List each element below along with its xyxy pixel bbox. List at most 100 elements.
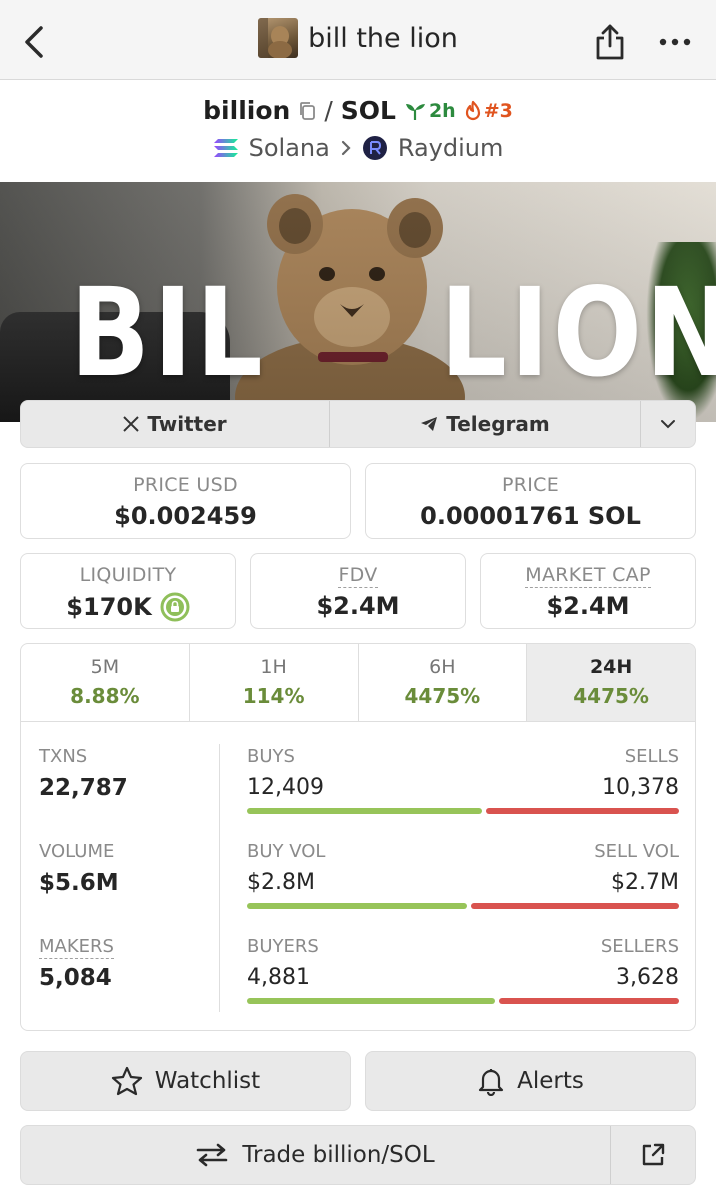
fdv-label[interactable]: FDV bbox=[338, 564, 378, 588]
lion-cub-illustration bbox=[235, 194, 465, 422]
buy-volume-bar-fill bbox=[247, 903, 467, 909]
page-title: bill the lion bbox=[308, 22, 458, 54]
txns-label: TXNS bbox=[39, 746, 88, 767]
tab-label: 5M bbox=[90, 656, 120, 678]
buy-bar-fill bbox=[247, 808, 483, 814]
pair-separator: / bbox=[324, 96, 333, 125]
x-logo-icon bbox=[123, 416, 140, 432]
sellers-label: SELLERS bbox=[600, 936, 679, 957]
market-cap-card: MARKET CAP $2.4M bbox=[480, 553, 696, 629]
price-sol-card: PRICE 0.00001761 SOL bbox=[365, 463, 696, 539]
copy-icon[interactable] bbox=[298, 101, 316, 121]
tab-change: 114% bbox=[242, 684, 305, 708]
txns-metric: TXNS 22,787 bbox=[39, 746, 128, 801]
makers-metric: MAKERS 5,084 bbox=[39, 936, 114, 991]
sell-bar-fill bbox=[486, 808, 679, 814]
pair-age: 2h bbox=[428, 99, 456, 122]
buyers-bar-fill bbox=[247, 998, 495, 1004]
liquidity-card: LIQUIDITY $170K bbox=[20, 553, 236, 629]
stats-divider bbox=[219, 744, 220, 1012]
tab-1h[interactable]: 1H 114% bbox=[190, 644, 359, 721]
back-button[interactable] bbox=[16, 22, 52, 62]
price-sol-value: 0.00001761 SOL bbox=[420, 502, 641, 530]
telegram-icon bbox=[421, 417, 438, 431]
tab-label: 24H bbox=[589, 656, 633, 678]
token-title: bill the lion bbox=[0, 18, 716, 58]
makers-value: 5,084 bbox=[39, 965, 112, 991]
sells-label: SELLS bbox=[624, 746, 679, 767]
tab-6h[interactable]: 6H 4475% bbox=[359, 644, 528, 721]
share-button[interactable] bbox=[592, 22, 628, 62]
price-sol-label: PRICE bbox=[501, 474, 560, 496]
volume-label: VOLUME bbox=[39, 841, 115, 862]
swap-arrows-icon bbox=[197, 1143, 228, 1167]
buy-volume-label: BUY VOL bbox=[247, 841, 326, 862]
fdv-card: FDV $2.4M bbox=[250, 553, 466, 629]
pair-age-badge: 2h bbox=[404, 100, 456, 122]
solana-icon bbox=[213, 139, 238, 157]
external-link-icon bbox=[642, 1143, 665, 1166]
chain-name[interactable]: Solana bbox=[248, 134, 330, 162]
tab-label: 6H bbox=[429, 656, 456, 678]
volume-bar bbox=[247, 903, 679, 909]
top-navigation-bar: bill the lion bbox=[0, 0, 716, 80]
share-icon bbox=[596, 24, 624, 60]
chevron-left-icon bbox=[25, 26, 43, 58]
makers-label[interactable]: MAKERS bbox=[39, 936, 114, 959]
sells-value: 10,378 bbox=[602, 775, 679, 800]
tab-5m[interactable]: 5M 8.88% bbox=[21, 644, 190, 721]
buyers-label: BUYERS bbox=[247, 936, 319, 957]
twitter-link-button[interactable]: Twitter bbox=[21, 401, 329, 447]
trade-label: Trade billion/SOL bbox=[242, 1142, 435, 1168]
liquidity-label: LIQUIDITY bbox=[79, 564, 177, 586]
chain-breadcrumb: Solana Raydium bbox=[0, 134, 716, 162]
timeframe-tabs: 5M 8.88% 1H 114% 6H 4475% 24H 4475% bbox=[21, 644, 695, 722]
price-usd-label: PRICE USD bbox=[133, 474, 238, 496]
bell-icon bbox=[479, 1069, 504, 1096]
banner-plant bbox=[646, 242, 716, 422]
banner-text-left: BIL bbox=[70, 262, 267, 404]
makers-split: BUYERS SELLERS 4,881 3,628 bbox=[247, 936, 679, 1004]
txns-value: 22,787 bbox=[39, 775, 128, 801]
social-links-bar: Twitter Telegram bbox=[20, 400, 696, 448]
volume-split: BUY VOL SELL VOL $2.8M $2.7M bbox=[247, 841, 679, 909]
fdv-value: $2.4M bbox=[316, 592, 400, 620]
banner-shade bbox=[0, 182, 716, 422]
open-external-button[interactable] bbox=[611, 1126, 695, 1184]
buys-label: BUYS bbox=[247, 746, 295, 767]
trending-rank-badge: #3 bbox=[464, 100, 513, 122]
market-cap-value: $2.4M bbox=[546, 592, 630, 620]
more-links-dropdown[interactable] bbox=[640, 401, 695, 447]
pair-header: billion / SOL 2h #3 bbox=[0, 96, 716, 125]
alerts-button[interactable]: Alerts bbox=[365, 1051, 696, 1111]
stats-panel: 5M 8.88% 1H 114% 6H 4475% 24H 4475% TXNS… bbox=[20, 643, 696, 1031]
price-usd-card: PRICE USD $0.002459 bbox=[20, 463, 351, 539]
tab-change: 4475% bbox=[404, 684, 481, 708]
sellers-bar-fill bbox=[498, 998, 679, 1004]
tab-change: 4475% bbox=[573, 684, 649, 708]
tab-label: 1H bbox=[260, 656, 287, 678]
volume-metric: VOLUME $5.6M bbox=[39, 841, 119, 896]
watchlist-button[interactable]: Watchlist bbox=[20, 1051, 351, 1111]
telegram-link-button[interactable]: Telegram bbox=[329, 401, 640, 447]
volume-value: $5.6M bbox=[39, 870, 119, 896]
alerts-label: Alerts bbox=[517, 1068, 584, 1094]
token-avatar bbox=[258, 18, 299, 58]
buyers-sellers-bar bbox=[247, 998, 679, 1004]
sell-volume-label: SELL VOL bbox=[594, 841, 679, 862]
tab-24h[interactable]: 24H 4475% bbox=[527, 644, 695, 721]
sell-volume-bar-fill bbox=[470, 903, 679, 909]
trade-button[interactable]: Trade billion/SOL bbox=[21, 1126, 611, 1184]
market-cap-label[interactable]: MARKET CAP bbox=[525, 564, 651, 588]
buys-sells-bar bbox=[247, 808, 679, 814]
twitter-label: Twitter bbox=[147, 412, 227, 436]
lock-icon[interactable] bbox=[160, 592, 190, 622]
dex-name[interactable]: Raydium bbox=[397, 134, 504, 162]
more-options-button[interactable] bbox=[655, 30, 695, 54]
sell-volume-value: $2.7M bbox=[611, 870, 679, 895]
sellers-value: 3,628 bbox=[616, 965, 679, 990]
chevron-down-icon bbox=[661, 420, 675, 429]
trade-bar: Trade billion/SOL bbox=[20, 1125, 696, 1185]
telegram-label: Telegram bbox=[446, 412, 550, 436]
watchlist-label: Watchlist bbox=[154, 1068, 261, 1094]
